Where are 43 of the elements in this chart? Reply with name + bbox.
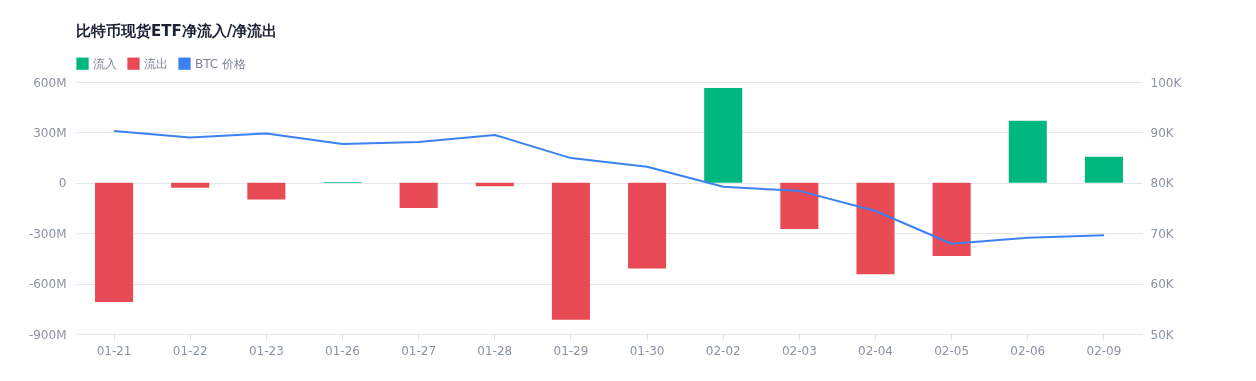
y-tick-label: 600M [33, 75, 67, 90]
y2-tick-label: 80K [1150, 176, 1175, 191]
y2-tick-label: 100K [1150, 75, 1183, 90]
x-tick-label: 02-06 [1010, 343, 1046, 358]
bar [704, 87, 743, 183]
y2-tick-label: 70K [1150, 226, 1175, 241]
bar [171, 182, 210, 188]
bar [856, 182, 895, 275]
bar [1084, 156, 1123, 183]
bar [1008, 120, 1047, 183]
y2-tick-label: 50K [1150, 327, 1175, 342]
x-tick-label: 01-21 [96, 343, 132, 358]
bar [628, 182, 667, 269]
x-tick-label: 01-30 [629, 343, 665, 358]
y-tick-label: -900M [28, 327, 67, 342]
x-tick-label: 01-28 [477, 343, 513, 358]
legend-label: BTC 价格 [195, 56, 247, 71]
bar [95, 182, 134, 303]
legend-label: 流出 [144, 56, 168, 71]
bar [780, 182, 819, 229]
x-tick-label: 01-27 [401, 343, 437, 358]
legend-label: 流入 [93, 56, 117, 71]
x-tick-label: 02-03 [781, 343, 817, 358]
x-tick-label: 01-22 [172, 343, 208, 358]
x-tick-label: 01-29 [553, 343, 589, 358]
bar [399, 182, 438, 208]
chart-title: 比特币现货ETF净流入/净流出 [76, 22, 278, 40]
x-tick-label: 01-26 [325, 343, 360, 358]
y-tick-label: -300M [28, 226, 67, 241]
bar [932, 182, 971, 256]
y-tick-label: -600M [28, 277, 67, 292]
x-tick-label: 02-05 [934, 343, 970, 358]
y-tick-label: 0 [58, 176, 67, 191]
line-series [113, 129, 1105, 245]
y-tick-label: 300M [33, 125, 67, 140]
x-tick-label: 02-02 [705, 343, 741, 358]
x-tick-label: 02-09 [1086, 343, 1122, 358]
x-tick-label: 02-04 [858, 343, 893, 358]
x-tick-label: 01-23 [248, 343, 284, 358]
y2-tick-label: 60K [1150, 277, 1175, 292]
bar [551, 182, 590, 320]
y2-tick-label: 90K [1150, 125, 1175, 140]
bar [247, 182, 286, 200]
